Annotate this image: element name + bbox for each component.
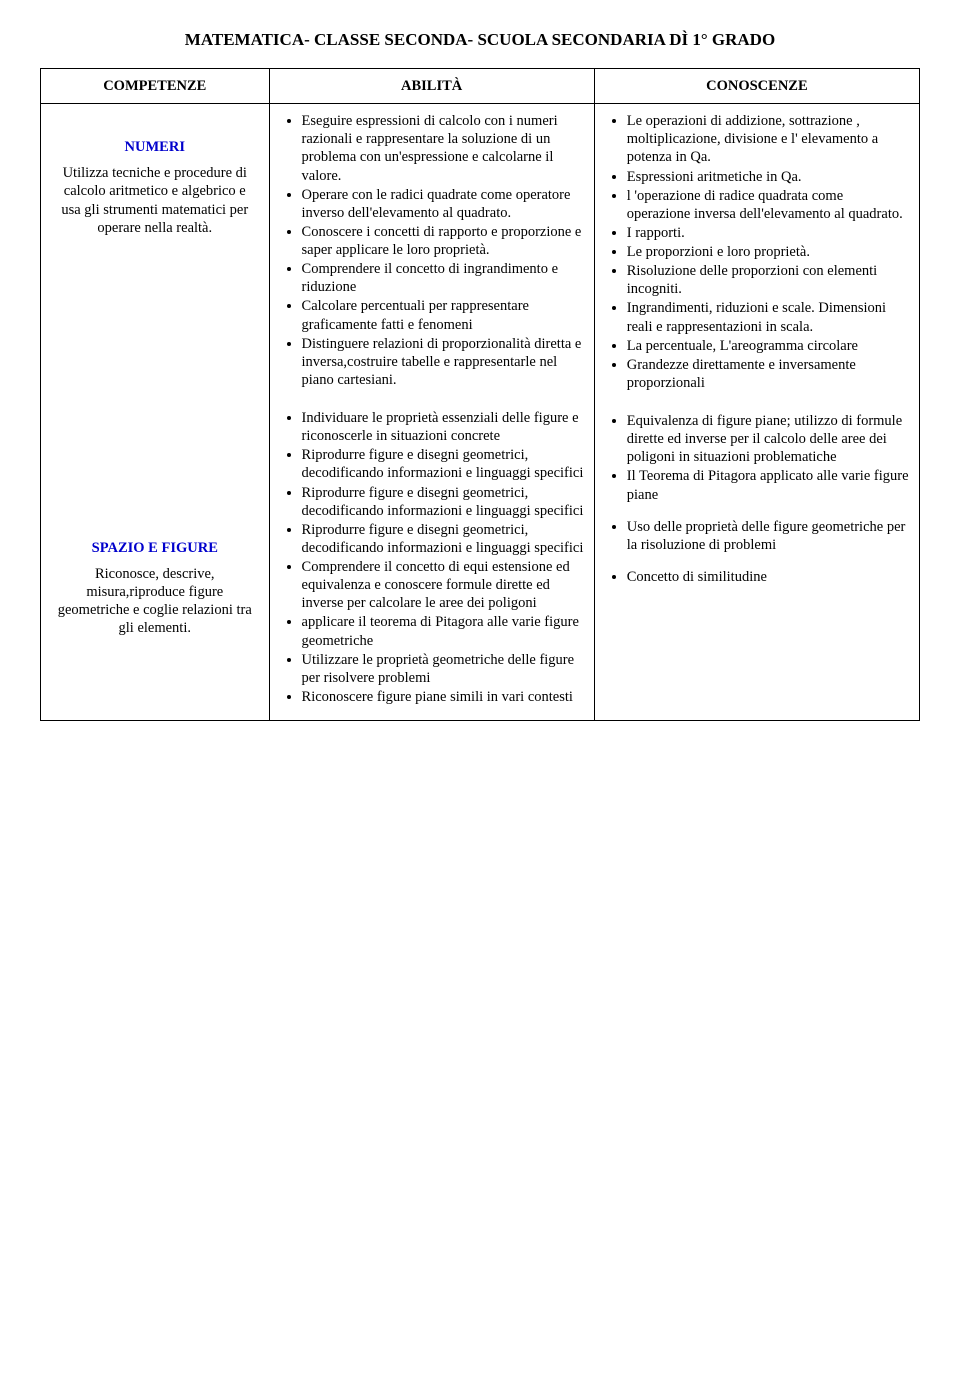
list-item: Espressioni aritmetiche in Qa. — [627, 168, 909, 186]
list-item: Grandezze direttamente e inversamente pr… — [627, 356, 909, 392]
section-label-spazio: SPAZIO E FIGURE — [51, 539, 259, 557]
list-item: Concetto di similitudine — [627, 568, 909, 586]
list-item: Calcolare percentuali per rappresentare … — [302, 297, 584, 333]
conoscenze-list-spazio-3: Concetto di similitudine — [605, 568, 909, 586]
list-item: Riconoscere figure piane simili in vari … — [302, 688, 584, 706]
list-item: Equivalenza di figure piane; utilizzo di… — [627, 412, 909, 466]
curriculum-table: COMPETENZE ABILITÀ CONOSCENZE NUMERI Uti… — [40, 68, 920, 721]
abilita-list-numeri: Eseguire espressioni di calcolo con i nu… — [280, 112, 584, 389]
list-item: Comprendere il concetto di equi estensio… — [302, 558, 584, 612]
list-item: I rapporti. — [627, 224, 909, 242]
list-item: Comprendere il concetto di ingrandimento… — [302, 260, 584, 296]
competenze-cell: NUMERI Utilizza tecniche e procedure di … — [41, 104, 270, 721]
list-item: l 'operazione di radice quadrata come op… — [627, 187, 909, 223]
list-item: Uso delle proprietà delle figure geometr… — [627, 518, 909, 554]
list-item: Individuare le proprietà essenziali dell… — [302, 409, 584, 445]
list-item: Distinguere relazioni di proporzionalità… — [302, 335, 584, 389]
list-item: La percentuale, L'areogramma circolare — [627, 337, 909, 355]
list-item: Il Teorema di Pitagora applicato alle va… — [627, 467, 909, 503]
conoscenze-list-spazio: Equivalenza di figure piane; utilizzo di… — [605, 412, 909, 504]
list-item: Eseguire espressioni di calcolo con i nu… — [302, 112, 584, 185]
conoscenze-cell: Le operazioni di addizione, sottrazione … — [594, 104, 919, 721]
conoscenze-list-numeri: Le operazioni di addizione, sottrazione … — [605, 112, 909, 392]
list-item: Riprodurre figure e disegni geometrici, … — [302, 484, 584, 520]
section-desc-spazio: Riconosce, descrive, misura,riproduce fi… — [53, 565, 257, 638]
abilita-list-spazio: Individuare le proprietà essenziali dell… — [280, 409, 584, 706]
list-item: Riprodurre figure e disegni geometrici, … — [302, 521, 584, 557]
section-desc-numeri: Utilizza tecniche e procedure di calcolo… — [53, 164, 257, 237]
section-label-numeri: NUMERI — [51, 138, 259, 156]
list-item: Le proporzioni e loro proprietà. — [627, 243, 909, 261]
header-abilita: ABILITÀ — [269, 69, 594, 104]
list-item: Risoluzione delle proporzioni con elemen… — [627, 262, 909, 298]
list-item: Operare con le radici quadrate come oper… — [302, 186, 584, 222]
header-competenze: COMPETENZE — [41, 69, 270, 104]
list-item: Conoscere i concetti di rapporto e propo… — [302, 223, 584, 259]
list-item: Le operazioni di addizione, sottrazione … — [627, 112, 909, 166]
list-item: Ingrandimenti, riduzioni e scale. Dimens… — [627, 299, 909, 335]
abilita-cell: Eseguire espressioni di calcolo con i nu… — [269, 104, 594, 721]
list-item: applicare il teorema di Pitagora alle va… — [302, 613, 584, 649]
list-item: Utilizzare le proprietà geometriche dell… — [302, 651, 584, 687]
header-conoscenze: CONOSCENZE — [594, 69, 919, 104]
list-item: Riprodurre figure e disegni geometrici, … — [302, 446, 584, 482]
conoscenze-list-spazio-2: Uso delle proprietà delle figure geometr… — [605, 518, 909, 554]
doc-title: MATEMATICA- CLASSE SECONDA- SCUOLA SECON… — [40, 30, 920, 50]
